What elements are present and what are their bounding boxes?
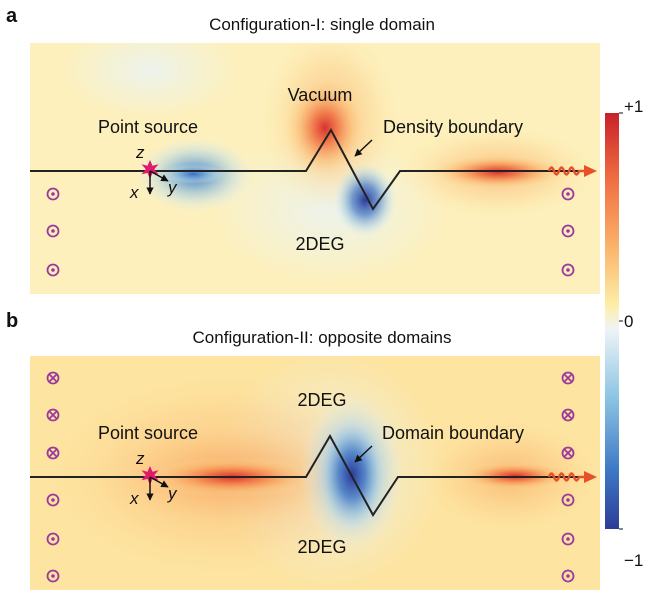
panel-b-2deg-top-label: 2DEG xyxy=(297,390,346,410)
panel-a-point-source-label: Point source xyxy=(98,117,198,137)
panel-a-2deg-label: 2DEG xyxy=(295,234,344,254)
panel-b-boundary-pointer xyxy=(354,445,373,463)
panel-a-letter: a xyxy=(6,5,18,27)
colorbar: +1 0 −1 xyxy=(605,97,643,570)
panel-b-wave-icon xyxy=(547,472,585,482)
panel-b-boundary-label: Domain boundary xyxy=(382,423,524,443)
panel-a-point-source-icon xyxy=(141,160,159,179)
panel-a-boundary-pointer xyxy=(354,139,373,157)
panel-b-field-in-icons xyxy=(46,371,575,460)
panel-b-letter: b xyxy=(6,310,18,332)
panel-b-boundary-line xyxy=(30,433,592,517)
panel-b-title: Configuration-II: opposite domains xyxy=(193,328,452,347)
panel-a-title: Configuration-I: single domain xyxy=(209,15,435,34)
panel-b: b Configuration-II: opposite domains z x… xyxy=(6,310,600,590)
panel-b-point-source-label: Point source xyxy=(98,423,198,443)
panel-b-axis-z: z xyxy=(135,449,145,468)
panel-b-2deg-bottom-label: 2DEG xyxy=(297,537,346,557)
colorbar-mid-label: 0 xyxy=(624,312,633,331)
panel-b-axis-y: y xyxy=(167,484,178,503)
panel-a-axis-x: x xyxy=(129,183,139,202)
panel-a: a Configuration-I: single domain z x y P… xyxy=(6,5,600,294)
colorbar-min-label: −1 xyxy=(624,551,643,570)
panel-b-field-out-icons xyxy=(46,493,575,583)
panel-a-field-map xyxy=(30,43,600,294)
panel-a-field-out-icons xyxy=(46,187,575,277)
panel-a-axis-z: z xyxy=(135,143,145,162)
panel-a-wave-icon xyxy=(547,166,585,176)
panel-a-vacuum-label: Vacuum xyxy=(288,85,353,105)
panel-b-axis-x: x xyxy=(129,489,139,508)
panel-b-point-source-icon xyxy=(141,466,159,485)
panel-a-axis-y: y xyxy=(167,178,178,197)
panel-a-boundary-line xyxy=(30,127,592,211)
colorbar-gradient xyxy=(605,113,619,529)
panel-a-boundary-label: Density boundary xyxy=(383,117,523,137)
colorbar-max-label: +1 xyxy=(624,97,643,116)
